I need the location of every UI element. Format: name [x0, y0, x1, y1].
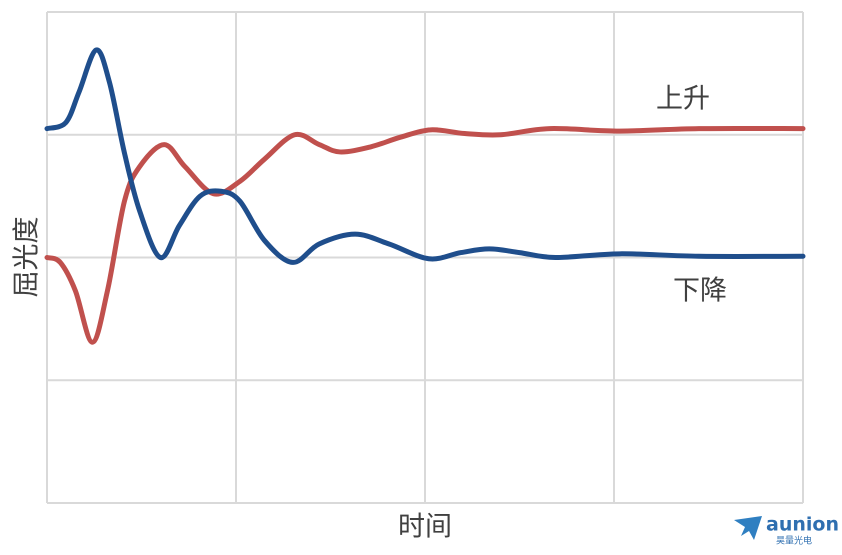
series-label: 下降: [673, 276, 727, 307]
lines: [44, 47, 806, 345]
x-axis-label: 时间: [398, 512, 452, 543]
logo-text: aunion: [766, 514, 839, 536]
logo-subtitle: 昊量光电: [776, 535, 812, 547]
series-line: [44, 47, 806, 265]
series-label: 上升: [656, 84, 710, 115]
logo-icon: [734, 516, 762, 540]
series-line: [44, 125, 806, 345]
y-axis-label: 屈光度: [12, 217, 43, 298]
logo: aunion 昊量光电: [734, 514, 839, 547]
